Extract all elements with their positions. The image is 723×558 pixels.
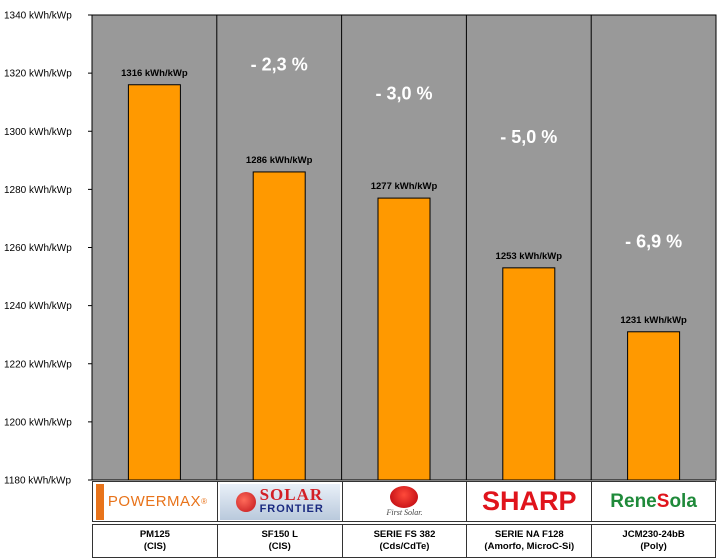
bar	[127, 84, 181, 481]
bar	[252, 171, 306, 481]
category-label-model: JCM230-24bB	[622, 529, 685, 540]
y-tick-label: 1280 kWh/kWp	[4, 185, 72, 196]
y-tick-label: 1320 kWh/kWp	[4, 69, 72, 80]
category-label-tech: (CIS)	[268, 541, 291, 552]
y-tick-label: 1220 kWh/kWp	[4, 359, 72, 370]
bar-data-label: 1277 kWh/kWp	[371, 181, 438, 192]
renesola-logo-suffix: ola	[669, 490, 697, 512]
y-tick-label: 1200 kWh/kWp	[4, 417, 72, 428]
logo-cell-first-solar: First Solar.	[341, 481, 467, 522]
bars	[127, 84, 681, 481]
percent-difference-label: - 3,0 %	[375, 83, 432, 103]
category-label-tech: (Poly)	[640, 541, 667, 552]
bar	[627, 331, 681, 481]
logo-cell-powermax: POWERMAX ®	[92, 481, 217, 522]
solar-frontier-logo-line1: SOLAR	[259, 484, 324, 504]
first-solar-logo-text: First Solar.	[386, 508, 423, 517]
y-axis: 1180 kWh/kWp 1200 kWh/kWp 1220 kWh/kWp 1240…	[4, 11, 93, 487]
bar-data-label: 1253 kWh/kWp	[496, 251, 563, 262]
category-label: SERIE FS 382 (Cds/CdTe)	[341, 524, 467, 558]
category-label: PM125 (CIS)	[92, 524, 217, 558]
bar-data-label: 1316 kWh/kWp	[121, 68, 188, 79]
powermax-logo-mark: ®	[201, 497, 207, 506]
category-label-model: PM125	[139, 529, 170, 540]
percent-difference-label: - 2,3 %	[251, 54, 308, 74]
category-label: JCM230-24bB (Poly)	[591, 524, 716, 558]
bar-data-label: 1286 kWh/kWp	[246, 155, 313, 166]
logo-cell-renesola: ReneSola	[591, 481, 716, 522]
y-tick-label: 1180 kWh/kWp	[4, 476, 71, 487]
category-label-model: SF150 L	[261, 529, 298, 540]
y-tick-label: 1300 kWh/kWp	[4, 127, 72, 138]
renesola-logo: ReneSola	[610, 491, 697, 513]
bar	[377, 197, 431, 481]
bar-data-label: 1231 kWh/kWp	[620, 315, 687, 326]
category-label-tech: (Cds/CdTe)	[379, 541, 430, 552]
bar	[502, 267, 556, 481]
category-labels-row: PM125 (CIS) SF150 L (CIS) SERIE FS 382 (…	[92, 524, 716, 558]
percent-difference-label: - 5,0 %	[500, 127, 557, 147]
powermax-logo: POWERMAX ®	[95, 483, 214, 520]
y-tick-label: 1240 kWh/kWp	[4, 301, 72, 312]
logo-cell-sharp: SHARP	[466, 481, 592, 522]
solar-frontier-logo: SOLAR FRONTIER	[219, 483, 340, 520]
sharp-logo-text: SHARP	[482, 486, 577, 516]
y-tick-label: 1260 kWh/kWp	[4, 243, 72, 254]
y-tick-label: 1340 kWh/kWp	[4, 11, 72, 22]
category-label: SERIE NA F128 (Amorfo, MicroC-Si)	[466, 524, 592, 558]
logo-row: POWERMAX ® SOLAR FRONTIER First Solar. S…	[92, 481, 716, 522]
first-solar-logo: First Solar.	[386, 486, 423, 517]
renesola-logo-s: S	[656, 490, 670, 512]
logo-cell-solar-frontier: SOLAR FRONTIER	[216, 481, 342, 522]
category-label-tech: (CIS)	[143, 541, 166, 552]
renesola-logo-prefix: Rene	[610, 490, 657, 512]
first-solar-sun-icon	[390, 486, 419, 508]
solar-frontier-logo-line2: FRONTIER	[259, 502, 324, 515]
solar-frontier-sun-icon	[235, 491, 256, 512]
category-label-model: SERIE NA F128	[494, 529, 564, 540]
category-label: SF150 L (CIS)	[216, 524, 342, 558]
sharp-logo: SHARP	[482, 486, 577, 517]
powermax-logo-text: POWERMAX	[107, 493, 202, 510]
percent-difference-label: - 6,9 %	[625, 232, 682, 252]
category-label-tech: (Amorfo, MicroC-Si)	[484, 541, 575, 552]
data-labels: 1316 kWh/kWp 1286 kWh/kWp - 2,3 % 1277 kWh/…	[121, 54, 687, 325]
category-label-model: SERIE FS 382	[373, 529, 436, 540]
